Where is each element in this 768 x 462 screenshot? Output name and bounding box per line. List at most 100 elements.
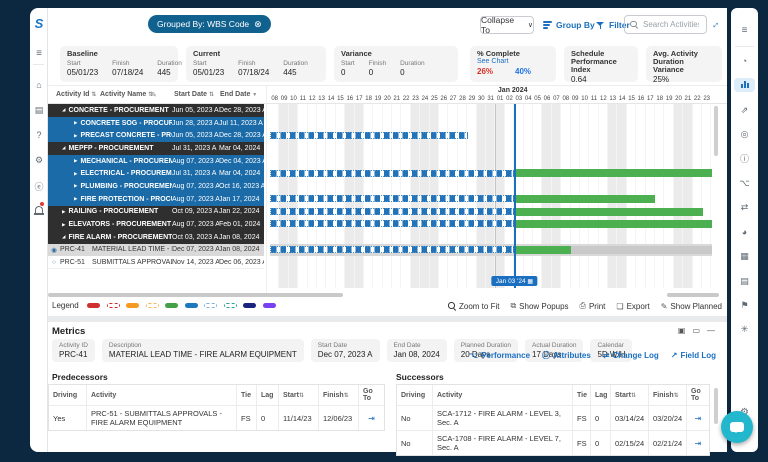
activity-row[interactable]: ○ PRC-51 SUBMITTALS APPROVALS Nov 14, 2023 … (48, 256, 264, 269)
expand-caret-icon[interactable]: ▶ (74, 132, 78, 138)
column-header[interactable]: Start ⇅ (611, 385, 649, 405)
column-header[interactable]: Finish ⇅ (649, 385, 687, 405)
column-header-start-date[interactable]: Start Date ⇅ (174, 91, 215, 98)
tab-attributes[interactable]: ⓘ Attributes (542, 350, 591, 361)
gantt-row[interactable] (270, 142, 712, 155)
right-menu-icon[interactable]: ≡ (741, 25, 748, 36)
gantt-horizontal-scrollbar[interactable] (667, 293, 719, 297)
column-header[interactable]: Go To (691, 388, 701, 402)
column-header[interactable]: Lag (591, 385, 611, 405)
sidebar-item-notifications[interactable] (30, 205, 48, 215)
table-horizontal-scrollbar[interactable] (48, 293, 343, 297)
expand-caret-icon[interactable]: ▶ (62, 208, 66, 214)
expand-caret-icon[interactable]: ▶ (74, 183, 78, 189)
rail-item-burst-icon[interactable]: ✳ (740, 324, 749, 335)
gantt-row[interactable] (270, 206, 712, 219)
chat-fab-button[interactable] (721, 411, 753, 443)
zoom-to-fit-button[interactable]: Zoom to Fit (448, 302, 499, 311)
collapse-caret-icon[interactable]: ◢ (62, 234, 66, 240)
collapse-caret-icon[interactable]: ◢ (62, 145, 66, 151)
remove-grouping-icon[interactable]: ⊗ (254, 18, 262, 29)
rail-item-grid-icon[interactable]: ▦ (740, 251, 749, 262)
wbs-row[interactable]: ◢ MEPFP - PROCUREMENT Jul 31, 2023 A Mar 04… (48, 142, 264, 155)
sidebar-item-home[interactable]: ⌂ (36, 80, 42, 90)
activity-row[interactable]: ◉PRC-41 MATERIAL LEAD TIME - FIRE ALARM E… (48, 243, 264, 257)
edit-columns-icon[interactable]: ✎ (151, 92, 157, 99)
window-maximize-icon[interactable]: ▭ (692, 326, 700, 335)
gantt-vertical-scrollbar[interactable] (714, 106, 718, 156)
gantt-row[interactable] (270, 117, 712, 130)
wbs-row[interactable]: ▶ RAILING - PROCUREMENT Oct 09, 2023 A Jan … (48, 205, 264, 219)
table-row[interactable]: Yes PRC-51 - SUBMITTALS APPROVALS - FIRE … (49, 406, 384, 430)
sidebar-item-help[interactable]: ? (36, 130, 42, 140)
table-row[interactable]: No SCA-1712 - FIRE ALARM - LEVEL 3, Sec. … (397, 406, 709, 431)
rail-item-pie-icon[interactable]: ◕ (741, 226, 748, 237)
collapse-to-dropdown[interactable]: Collapse To ∨ (480, 15, 534, 35)
table-row[interactable]: No SCA-1708 - FIRE ALARM - LEVEL 7, Sec. … (397, 431, 709, 455)
gantt-row[interactable] (270, 231, 712, 244)
gantt-row[interactable] (270, 104, 712, 117)
rail-item-target-icon[interactable]: ◎ (740, 129, 749, 140)
window-minimize-icon[interactable]: ― (707, 326, 715, 335)
go-to-button[interactable]: ⇥ (368, 413, 375, 423)
successors-scrollbar[interactable] (714, 388, 718, 424)
gantt-row[interactable] (270, 218, 712, 231)
gantt-row[interactable] (270, 193, 712, 206)
sidebar-item-documents[interactable]: ▤ (34, 105, 44, 115)
expand-caret-icon[interactable]: ▶ (74, 120, 78, 126)
column-header[interactable]: Activity (87, 385, 237, 405)
wbs-row[interactable]: ◢ CONCRETE - PROCUREMENT Jun 05, 2023 A Dec… (48, 104, 264, 117)
wbs-row[interactable]: ▶ ELEVATORS - PROCUREMENT Aug 07, 2023 A Fe… (48, 218, 264, 231)
column-header-end-date[interactable]: End Date ▼ (220, 91, 258, 98)
gantt-row[interactable] (270, 155, 712, 168)
column-header[interactable]: Lag (257, 385, 279, 405)
tab-field-log[interactable]: ↗ Field Log (671, 350, 716, 361)
collapse-caret-icon[interactable]: ◢ (62, 107, 66, 113)
expand-icon[interactable]: ↔ (707, 17, 723, 32)
rail-item-compare-icon[interactable]: ⇄ (740, 202, 749, 213)
window-restore-icon[interactable]: ▣ (677, 326, 686, 335)
expand-caret-icon[interactable]: ▶ (74, 158, 78, 164)
wbs-row[interactable]: ▶ PLUMBING - PROCUREMENT Aug 07, 2023 A Oct… (48, 180, 264, 193)
rail-item-hierarchy-icon[interactable]: ⌥ (739, 178, 750, 188)
column-header-activity-name[interactable]: Activity Name ⇅ (100, 91, 154, 98)
column-header[interactable]: Driving (397, 385, 433, 405)
rail-item-flag-icon[interactable]: ⚑ (740, 300, 749, 310)
column-header-activity-id[interactable]: Activity Id ⇅ (56, 91, 97, 98)
search-input[interactable] (641, 19, 701, 30)
rail-item-gantt-view-icon[interactable] (734, 78, 755, 93)
print-button[interactable]: ⎙ Print (580, 301, 606, 311)
expand-caret-icon[interactable]: ▶ (62, 221, 66, 227)
column-header[interactable]: Driving (49, 385, 87, 405)
radio-button[interactable]: ○ (52, 258, 56, 266)
go-to-button[interactable]: ⇥ (694, 413, 702, 423)
rail-item-trend-icon[interactable]: ⇗ (740, 104, 749, 115)
column-header[interactable]: Finish ⇅ (319, 385, 359, 405)
rail-item-dashboard-icon[interactable]: ◔ (741, 56, 748, 66)
gantt-row[interactable] (270, 180, 712, 193)
rail-item-clipboard-icon[interactable]: ▤ (740, 275, 749, 286)
see-chart-link[interactable]: See Chart (477, 58, 509, 65)
gantt-row[interactable] (270, 243, 712, 257)
tab-performance[interactable]: ⌥ Performance (469, 350, 530, 361)
gantt-row[interactable] (270, 129, 712, 142)
column-header[interactable]: Go To (363, 388, 373, 402)
filter-button[interactable]: Filter (596, 20, 630, 30)
export-button[interactable]: ❏ Export (616, 302, 649, 311)
expand-caret-icon[interactable]: ▶ (74, 196, 78, 202)
expand-caret-icon[interactable]: ▶ (74, 170, 78, 176)
go-to-button[interactable]: ⇥ (694, 438, 702, 448)
tab-change-log[interactable]: ⇄ Change Log (603, 350, 659, 361)
gantt-row[interactable] (270, 167, 712, 180)
show-popups-button[interactable]: ⧉ Show Popups (510, 301, 568, 311)
sidebar-item-settings[interactable]: ⚙ (34, 155, 44, 165)
column-header[interactable]: Start ⇅ (279, 385, 319, 405)
rail-item-info-icon[interactable]: ⓘ (739, 153, 749, 164)
menu-icon[interactable]: ≡ (36, 48, 42, 59)
